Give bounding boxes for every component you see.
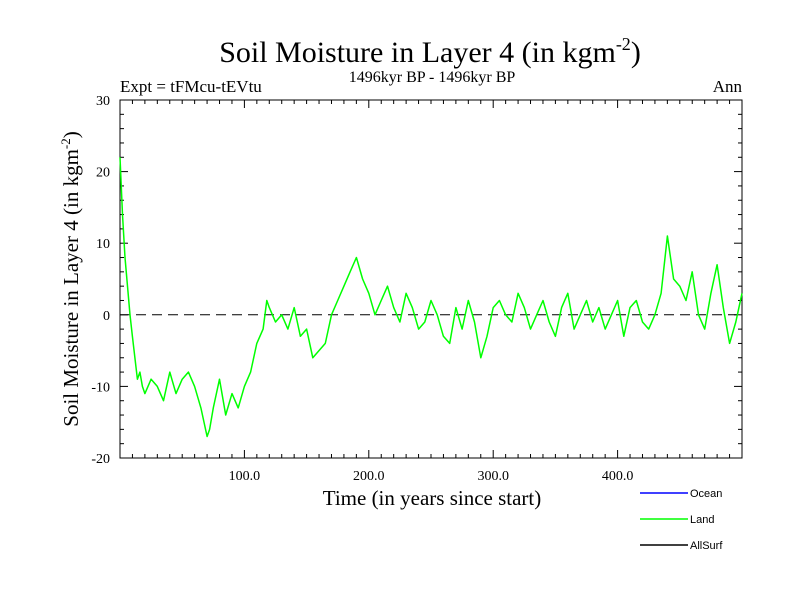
y-tick-label: -10: [91, 380, 110, 395]
legend-label-ocean: Ocean: [690, 488, 722, 500]
x-tick-label: 400.0: [602, 469, 634, 484]
plot-frame: [119, 99, 743, 459]
x-axis-label: Time (in years since start): [323, 486, 542, 510]
subtitle-right: Ann: [713, 77, 743, 96]
x-tick-label: 300.0: [477, 469, 509, 484]
x-tick-label: 100.0: [229, 469, 261, 484]
series-line-land: [119, 157, 743, 438]
y-tick-label: 20: [96, 166, 110, 181]
x-tick-label: 200.0: [353, 469, 385, 484]
subtitle-left: Expt = tFMcu-tEVtu: [120, 77, 262, 96]
y-tick-label: 10: [96, 237, 110, 252]
y-tick-label: 0: [103, 309, 110, 324]
y-tick-label: 30: [96, 94, 110, 109]
y-axis-label: Soil Moisture in Layer 4 (in kgm-2): [58, 131, 83, 426]
y-tick-label: -20: [91, 452, 110, 467]
chart-title: Soil Moisture in Layer 4 (in kgm-2): [219, 34, 641, 69]
subtitle-center: 1496kyr BP - 1496kyr BP: [349, 69, 516, 86]
legend-label-allsurf: AllSurf: [690, 540, 723, 552]
legend: Ocean Land AllSurf: [640, 488, 723, 552]
legend-label-land: Land: [690, 514, 714, 526]
